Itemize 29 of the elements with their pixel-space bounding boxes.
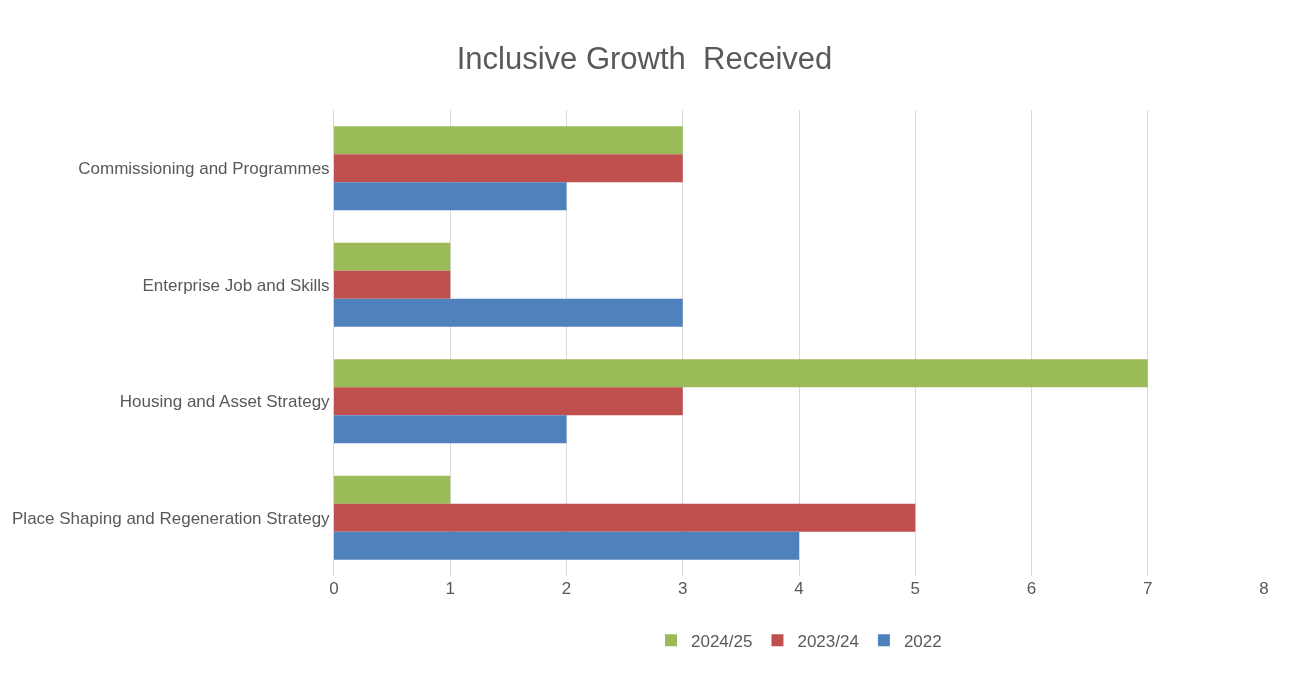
x-tick-label: 3 (678, 579, 688, 598)
bar (334, 126, 683, 155)
bar (334, 387, 683, 416)
x-tick-label: 7 (1143, 579, 1153, 598)
x-tick-label: 6 (1026, 579, 1037, 598)
x-tick-label: 4 (794, 579, 804, 598)
legend-label: 2024/25 (691, 631, 753, 651)
bar (334, 298, 683, 327)
bar (334, 415, 567, 444)
legend-label: 2022 (903, 631, 942, 651)
bar (334, 242, 451, 271)
bar (334, 182, 567, 211)
bar (334, 359, 1148, 388)
bar (334, 475, 451, 504)
bar (334, 154, 683, 183)
y-tick-label: Enterprise Job and Skills (142, 275, 330, 295)
y-tick-label: Housing and Asset Strategy (119, 392, 331, 412)
chart-title: Inclusive Growth Received (456, 41, 833, 77)
x-tick-label: 0 (329, 579, 339, 598)
x-tick-label: 1 (445, 579, 455, 598)
bar (334, 531, 799, 560)
bar (334, 270, 451, 299)
legend-label: 2023/24 (797, 631, 859, 651)
x-tick-label: 8 (1259, 579, 1269, 598)
y-tick-label: Commissioning and Programmes (78, 159, 330, 179)
x-tick-label: 2 (561, 579, 572, 598)
y-tick-label: Place Shaping and Regeneration Strategy (12, 508, 331, 528)
x-tick-label: 5 (910, 579, 920, 598)
bar (334, 503, 916, 532)
